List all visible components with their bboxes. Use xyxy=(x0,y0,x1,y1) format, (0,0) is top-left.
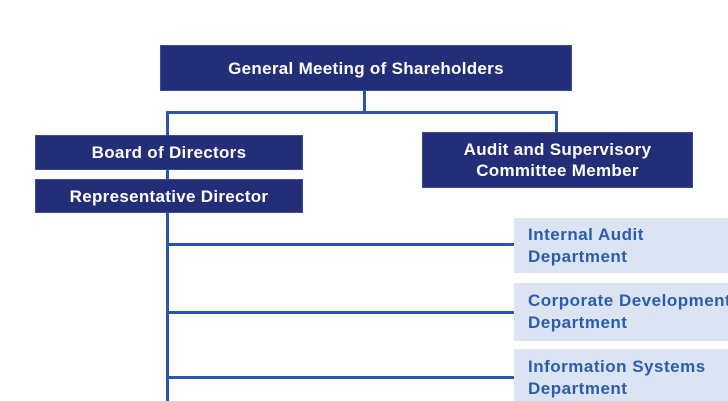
node-audit-and-supervisory-committee-member: Audit and Supervisory Committee Member xyxy=(422,132,693,188)
connector-general-to-row2 xyxy=(363,89,366,114)
node-representative-director: Representative Director xyxy=(35,179,303,213)
node-board-of-directors: Board of Directors xyxy=(35,135,303,170)
node-label: Representative Director xyxy=(69,186,269,206)
node-label: Audit and Supervisory Committee Member xyxy=(463,140,652,180)
node-label: Corporate Development Department xyxy=(528,291,728,332)
node-general-meeting-of-shareholders: General Meeting of Shareholders xyxy=(160,45,572,91)
node-label: Information Systems Department xyxy=(528,357,706,398)
node-label: General Meeting of Shareholders xyxy=(228,58,504,78)
connector-branch-information-systems xyxy=(167,376,514,379)
connector-trunk-representative-director xyxy=(166,111,169,401)
node-corporate-development-department: Corporate Development Department xyxy=(514,283,728,341)
node-label: Internal Audit Department xyxy=(528,224,644,266)
node-information-systems-department: Information Systems Department xyxy=(514,349,728,401)
node-label: Board of Directors xyxy=(91,143,247,162)
connector-branch-corporate-development xyxy=(167,311,514,314)
connector-drop-audit xyxy=(555,111,558,134)
connector-branch-internal-audit xyxy=(167,243,514,246)
node-internal-audit-department: Internal Audit Department xyxy=(514,218,728,273)
connector-horizontal-row2 xyxy=(166,111,558,114)
